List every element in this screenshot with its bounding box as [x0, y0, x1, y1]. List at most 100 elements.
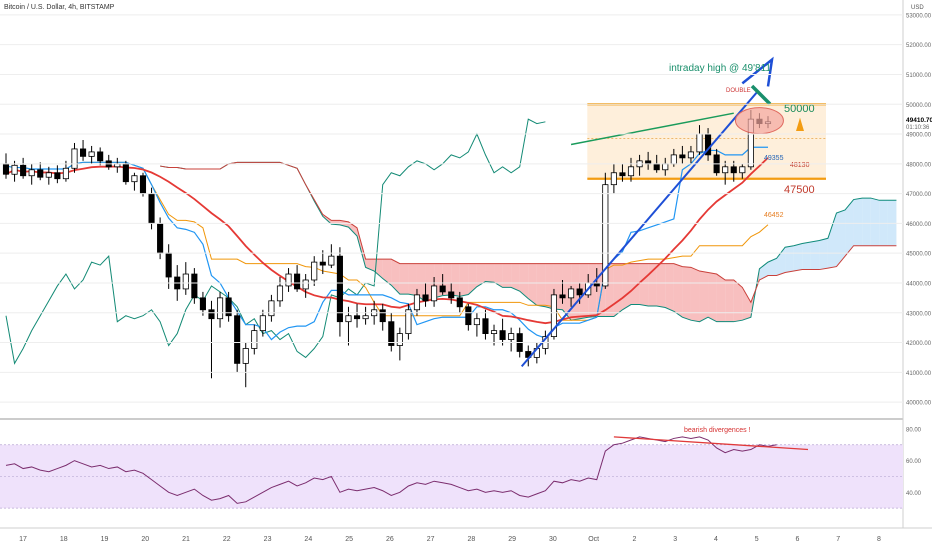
- candle-body: [431, 285, 438, 302]
- annotation-intraday-high: intraday high @ 49'811: [669, 63, 771, 74]
- candle-body: [627, 166, 635, 177]
- candle-body: [131, 175, 138, 183]
- candle-body: [679, 154, 686, 159]
- time-tick-label: 29: [508, 536, 516, 543]
- cloud-segment: [870, 198, 880, 246]
- candle-body: [568, 288, 575, 299]
- symbol-label: Bitcoin / U.S. Dollar, 4h, BITSTAMP: [4, 4, 115, 11]
- candle: [294, 265, 301, 292]
- time-tick-label: 8: [877, 536, 881, 543]
- candle: [225, 291, 232, 322]
- cloud-segment: [348, 221, 358, 237]
- candle-body: [482, 318, 489, 335]
- candle-body: [20, 164, 27, 177]
- candle-body: [670, 154, 677, 165]
- cloud-segment: [708, 272, 717, 322]
- price-tick-label: 44000.00: [906, 281, 932, 287]
- candle-body: [216, 297, 224, 320]
- candle-body: [653, 163, 660, 171]
- price-tick-label: 43000.00: [906, 311, 932, 317]
- candle-body: [379, 309, 386, 323]
- candle: [208, 300, 215, 379]
- candle: [302, 274, 309, 298]
- cloud-segment: [802, 242, 811, 270]
- last-price-label: 49410.70: [906, 117, 932, 124]
- candle-body: [345, 315, 352, 323]
- cloud-segment: [725, 279, 734, 322]
- candle-body: [268, 300, 275, 317]
- annotation-double: DOUBLE: [726, 88, 751, 94]
- candle: [139, 172, 147, 197]
- annotation-50000: 50000: [784, 103, 815, 115]
- candle-body: [28, 169, 35, 177]
- candle-body: [165, 252, 172, 278]
- time-tick-label: 19: [101, 536, 109, 543]
- candle-body: [687, 151, 694, 159]
- annotation-47500: 47500: [784, 184, 815, 196]
- time-tick-label: 3: [673, 536, 677, 543]
- uptrend-line: [520, 91, 758, 368]
- candle: [722, 160, 729, 185]
- candle: [28, 163, 35, 185]
- time-tick-label: 6: [796, 536, 800, 543]
- candle: [687, 145, 694, 164]
- time-tick-label: 21: [182, 536, 190, 543]
- cloud-segment: [682, 266, 691, 321]
- candle-body: [62, 167, 69, 180]
- annotation-46452: 46452: [764, 212, 784, 219]
- cloud-segment: [519, 263, 529, 299]
- candle: [336, 247, 343, 337]
- time-tick-label: 5: [755, 536, 759, 543]
- time-tick-label: 17: [19, 536, 27, 543]
- cloud-segment: [399, 263, 409, 295]
- candle: [191, 268, 198, 304]
- cloud-segment: [639, 263, 649, 307]
- time-tick-label: 28: [467, 536, 475, 543]
- candle: [122, 160, 129, 185]
- cloud-segment: [862, 198, 871, 246]
- cloud-segment: [468, 263, 477, 295]
- candle: [311, 256, 318, 286]
- candle: [319, 250, 326, 275]
- candle-body: [362, 315, 369, 320]
- candle: [405, 303, 412, 340]
- rsi-line: [5, 436, 777, 504]
- candle: [182, 262, 189, 295]
- candle: [362, 306, 369, 325]
- candle-body: [319, 261, 326, 266]
- candle: [353, 303, 361, 328]
- rsi-pane: bearish divergences ! 40.00 60.00 80.00: [0, 427, 922, 509]
- cloud-segment: [494, 263, 503, 288]
- candle: [413, 288, 421, 316]
- cloud-segment: [476, 263, 486, 287]
- time-tick-label: 30: [549, 536, 557, 543]
- candle: [88, 145, 95, 164]
- candle-body: [242, 348, 249, 364]
- candle: [268, 294, 275, 322]
- candle-body: [465, 306, 472, 326]
- cloud-segment: [836, 209, 846, 267]
- rising-highs-line: [570, 112, 734, 146]
- moving-average-line: [5, 157, 769, 325]
- cloud-segment: [451, 263, 460, 297]
- candle-body: [302, 279, 309, 290]
- candle-body: [276, 285, 284, 302]
- cloud-segment: [827, 212, 837, 269]
- price-tick-label: 53000.00: [906, 13, 932, 19]
- candle: [45, 166, 52, 185]
- cloud-segment: [699, 271, 709, 322]
- candle-body: [559, 294, 566, 299]
- cloud-segment: [511, 263, 520, 292]
- candle-body: [311, 261, 318, 281]
- candle: [482, 309, 489, 340]
- candle: [550, 288, 558, 340]
- last-price-marker: [904, 115, 932, 129]
- candle-body: [602, 184, 609, 287]
- cloud-segment: [459, 263, 469, 297]
- candle-body: [97, 151, 104, 162]
- candle-body: [405, 309, 412, 334]
- candle: [559, 279, 566, 304]
- candle: [234, 309, 241, 373]
